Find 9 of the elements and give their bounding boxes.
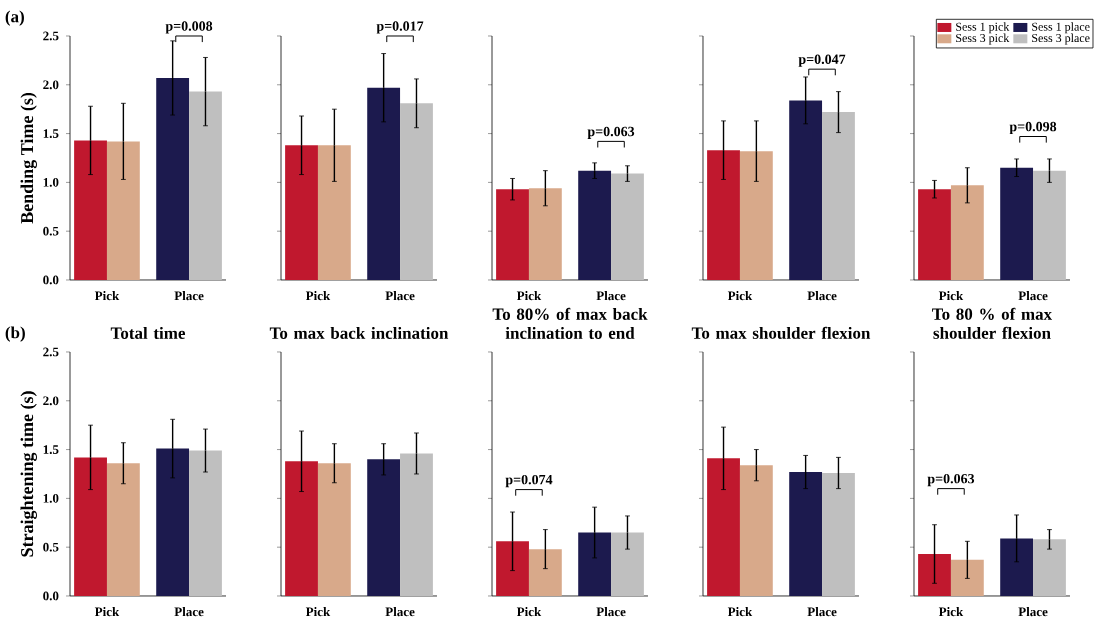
chart-title: Total time <box>110 326 186 339</box>
chart-title: To max back inclination <box>269 326 449 339</box>
y-axis-title: Bending Time (s) <box>20 92 37 224</box>
chart-title: To max shoulder flexion <box>691 326 871 339</box>
text: (b) <box>5 326 25 342</box>
chart-title: To 80 % of max shoulder flexion <box>932 307 1053 339</box>
text: (a) <box>5 10 24 26</box>
y-axis-title: Straightening time (s) <box>20 391 37 557</box>
chart-title: To 80% of max back inclination to end <box>492 307 648 339</box>
